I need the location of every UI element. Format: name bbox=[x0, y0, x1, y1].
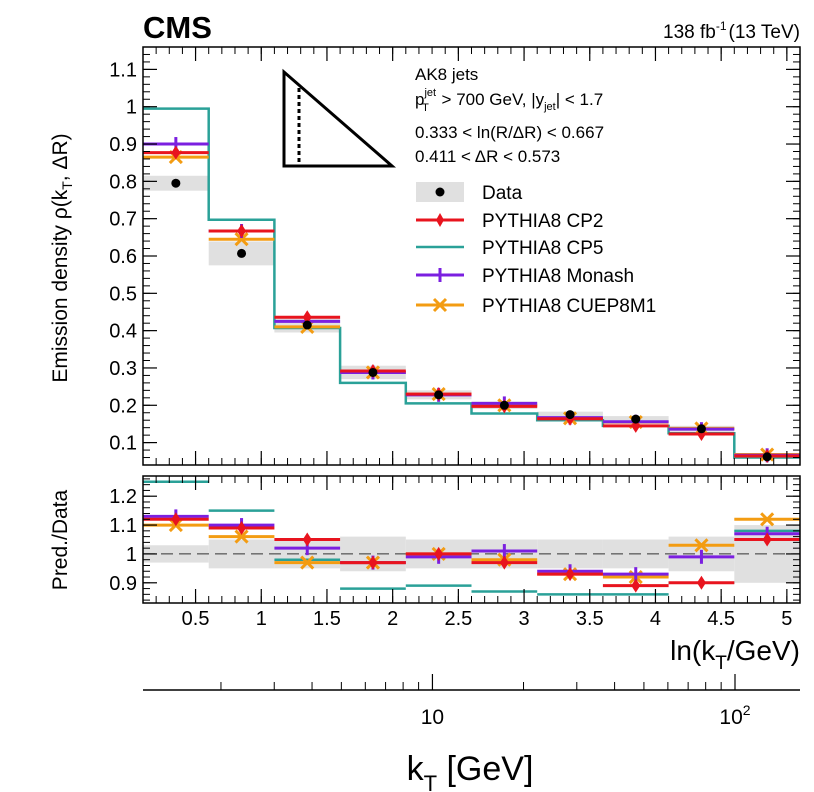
y-tick-label: 1.1 bbox=[109, 59, 137, 81]
experiment-label: CMS bbox=[143, 10, 212, 45]
ratio-cp2-marker bbox=[368, 555, 378, 570]
x-tick-label: 5 bbox=[781, 608, 792, 630]
series-cuep8m1-marker bbox=[234, 232, 249, 247]
ratio-cp2-marker bbox=[302, 532, 312, 547]
series-cp2-marker bbox=[237, 223, 247, 238]
series-cp2-marker bbox=[171, 145, 181, 160]
deltaR-cut-label: 0.411 < ΔR < 0.573 bbox=[415, 147, 560, 166]
kt-axis: 10 102 bbox=[143, 674, 800, 729]
y-tick-label: 0.2 bbox=[109, 395, 137, 417]
legend-label-cuep: PYTHIA8 CUEP8M1 bbox=[482, 296, 656, 317]
y-tick-label: 0.4 bbox=[109, 321, 137, 343]
y-tick-label: 0.6 bbox=[109, 246, 137, 268]
ratio-cp2-marker bbox=[565, 567, 575, 582]
ratio-cp2-marker bbox=[171, 512, 181, 527]
data-point bbox=[434, 390, 444, 400]
ratio-panel: 0.9 1 1.1 1.2 0.5 1 1.5 2 2.5 3 3.5 4 4.5 5 bbox=[109, 475, 801, 630]
y-axis-label-main: Emission density ρ(kT, ΔR) bbox=[49, 133, 75, 382]
ratio-cp2-marker bbox=[762, 532, 772, 547]
ratio-cuep8m1-marker bbox=[300, 555, 315, 570]
y-tick-label: 0.1 bbox=[109, 433, 137, 455]
ratio-cuep8m1-marker bbox=[760, 512, 775, 527]
x-axis-label-kt: kT [GeV] bbox=[407, 750, 534, 792]
kt-tick-label: 10 bbox=[421, 706, 444, 729]
main-panel: 0.1 0.2 0.3 0.4 0.5 0.6 0.7 0.8 0.9 1 1.1 bbox=[109, 46, 801, 466]
y-tick-label: 0.5 bbox=[109, 283, 137, 305]
data-point bbox=[762, 452, 772, 462]
y-tick-label: 1.1 bbox=[109, 515, 137, 537]
lund-triangle-icon bbox=[282, 68, 397, 168]
legend-label-cp5: PYTHIA8 CP5 bbox=[482, 238, 603, 259]
ratio-cp2-marker bbox=[434, 546, 444, 561]
y-tick-label: 0.9 bbox=[109, 134, 137, 156]
ratio-cp2-marker bbox=[696, 575, 706, 590]
lnR-cut-label: 0.333 < ln(R/ΔR) < 0.667 bbox=[415, 123, 604, 142]
data-point bbox=[499, 400, 509, 410]
legend: Data PYTHIA8 CP2 PYTHIA8 CP5 PYTHIA8 Mon… bbox=[416, 182, 656, 317]
y-tick-label: 1 bbox=[126, 544, 137, 566]
x-tick-label: 1 bbox=[256, 608, 267, 630]
data-point bbox=[565, 410, 575, 420]
legend-label-monash: PYTHIA8 Monash bbox=[482, 266, 634, 287]
ratio-cuep8m1-marker bbox=[694, 538, 709, 553]
data-point bbox=[171, 178, 181, 188]
ratio-cp2-marker bbox=[499, 555, 509, 570]
y-tick-label: 0.3 bbox=[109, 358, 137, 380]
x-tick-label: 4.5 bbox=[707, 608, 735, 630]
y-tick-label: 0.8 bbox=[109, 171, 137, 193]
data-point bbox=[368, 367, 378, 377]
kt-tick-label: 102 bbox=[719, 702, 750, 729]
x-tick-label: 2 bbox=[387, 608, 398, 630]
x-tick-label: 4 bbox=[650, 608, 661, 630]
y-tick-label: 1.2 bbox=[109, 486, 137, 508]
y-tick-label: 0.7 bbox=[109, 209, 137, 231]
ratio-cuep8m1-marker bbox=[234, 529, 249, 544]
ratio-cp2-marker bbox=[631, 578, 641, 593]
data-point bbox=[696, 424, 706, 434]
jet-type-label: AK8 jets bbox=[415, 65, 478, 84]
data-point bbox=[237, 248, 247, 258]
y-axis-label-ratio: Pred./Data bbox=[49, 489, 72, 590]
x-tick-label: 0.5 bbox=[182, 608, 210, 630]
kinematic-cut-label: pjet T > 700 GeV, |yjet| < 1.7 bbox=[415, 87, 603, 114]
data-point bbox=[302, 320, 312, 330]
y-tick-label: 1 bbox=[126, 97, 137, 119]
x-tick-label: 2.5 bbox=[444, 608, 472, 630]
x-tick-label: 3 bbox=[518, 608, 529, 630]
legend-cuep-marker bbox=[432, 297, 448, 313]
legend-label-cp2: PYTHIA8 CP2 bbox=[482, 211, 603, 232]
legend-cp2-marker bbox=[436, 213, 444, 227]
lumi-label: 138 fb-1 (13 TeV) bbox=[663, 19, 800, 43]
x-tick-label: 3.5 bbox=[576, 608, 604, 630]
x-axis-label-ln: ln(kT/GeV) bbox=[670, 635, 800, 674]
ratio-uncertainty-band bbox=[143, 545, 209, 563]
ratio-cp2-marker bbox=[237, 520, 247, 535]
series-cp2-marker bbox=[302, 310, 312, 325]
legend-label-data: Data bbox=[482, 183, 523, 204]
x-tick-label: 1.5 bbox=[313, 608, 341, 630]
y-tick-label: 0.9 bbox=[109, 573, 137, 595]
legend-data-marker bbox=[435, 187, 445, 197]
data-point bbox=[631, 414, 641, 424]
